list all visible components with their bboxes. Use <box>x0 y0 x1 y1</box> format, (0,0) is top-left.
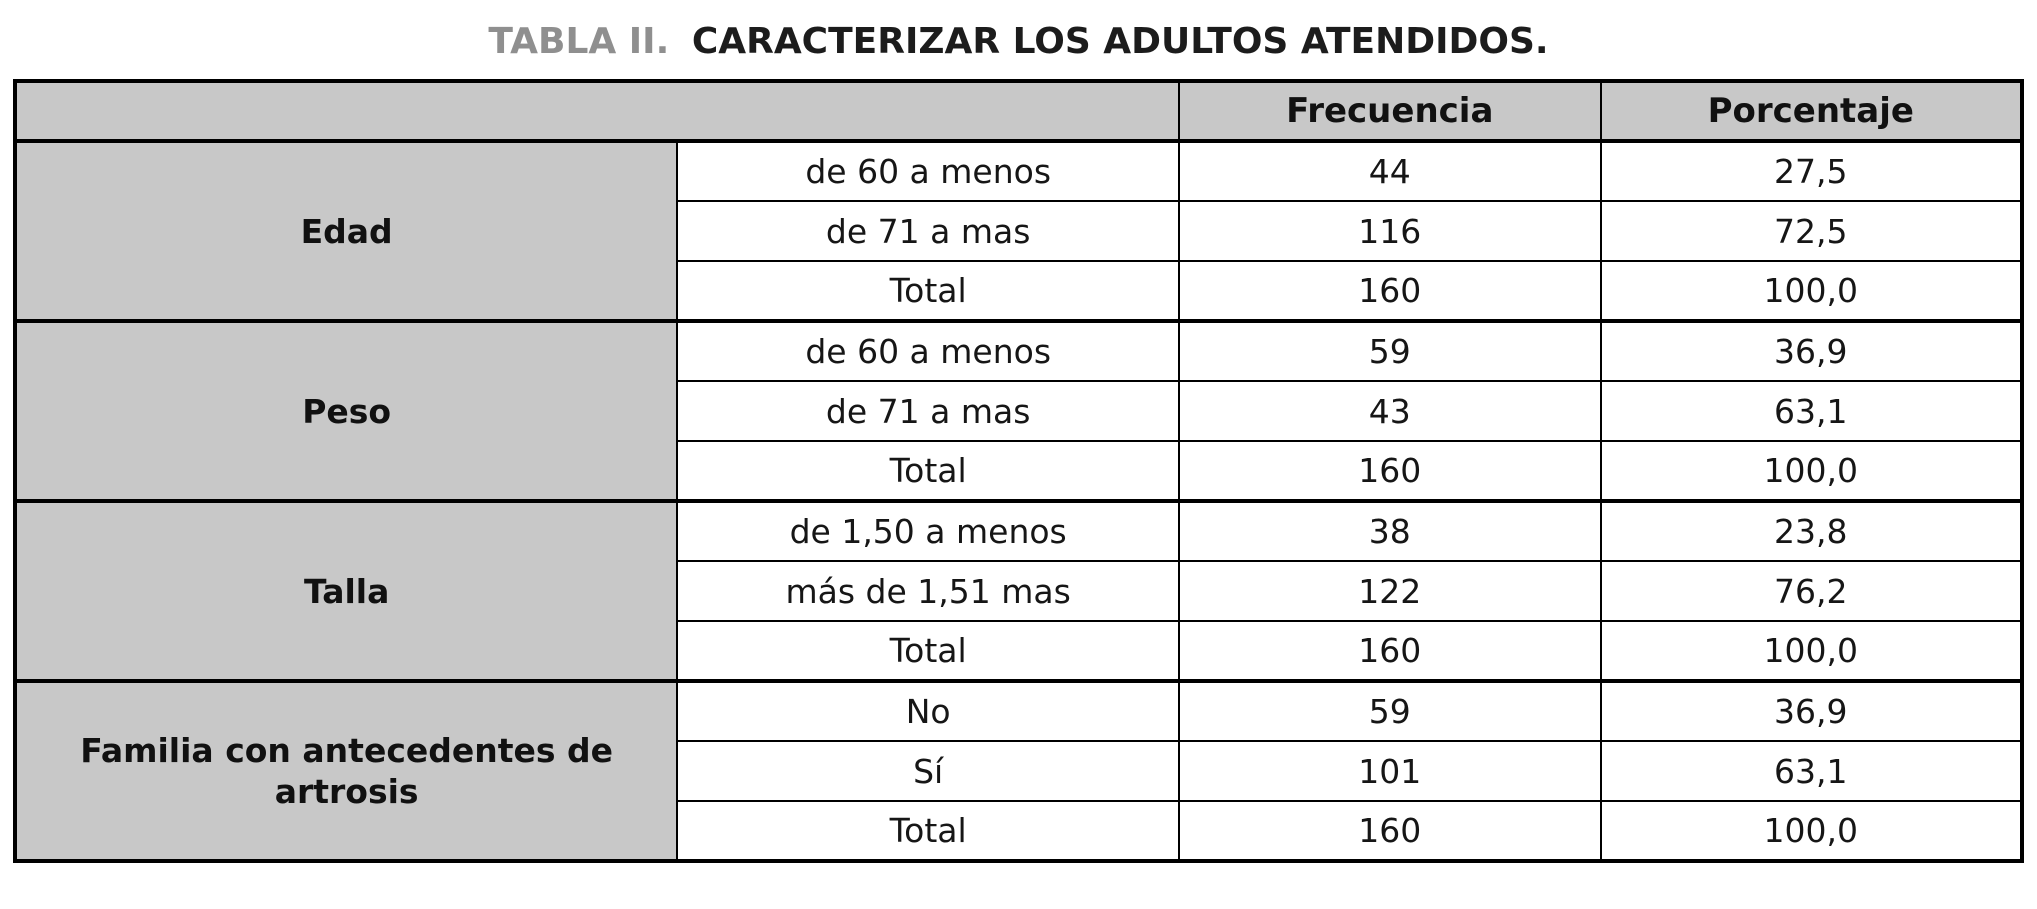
table-row: Edad de 60 a menos 44 27,5 <box>13 139 2024 323</box>
porcentaje-cell: 100,0 <box>1599 440 2024 503</box>
row-label-cell: de 71 a mas <box>676 380 1181 443</box>
porcentaje-cell: 63,1 <box>1599 740 2024 803</box>
frecuencia-cell: 160 <box>1178 440 1602 503</box>
porcentaje-cell: 100,0 <box>1599 260 2024 323</box>
header-frecuencia: Frecuencia <box>1178 80 1602 144</box>
row-label-cell: Sí <box>676 740 1181 803</box>
row-label-cell: de 60 a menos <box>676 139 1181 203</box>
row-label-cell: Total <box>676 440 1181 503</box>
table-row: más de 1,51 mas 122 76,2 <box>15 560 2024 623</box>
table-row: Total 160 100,0 <box>15 260 2024 323</box>
table-row: Total 160 100,0 <box>15 800 2024 863</box>
row-label-cell: Total <box>676 800 1181 863</box>
frecuencia-cell: 116 <box>1178 200 1602 263</box>
table-caption-number: TABLA II. <box>488 21 670 62</box>
table-row: Total 160 100,0 <box>15 440 2024 503</box>
table-row: Peso de 60 a menos 59 36,9 <box>13 319 2024 503</box>
frecuencia-cell: 160 <box>1178 620 1602 683</box>
porcentaje-cell: 36,9 <box>1599 679 2024 743</box>
porcentaje-cell: 100,0 <box>1599 800 2024 863</box>
row-label-cell: de 1,50 a menos <box>676 499 1181 563</box>
category-cell-talla: Talla <box>13 499 679 683</box>
category-cell-edad: Edad <box>13 139 679 323</box>
porcentaje-cell: 76,2 <box>1599 560 2024 623</box>
table-row: Talla de 1,50 a menos 38 23,8 <box>13 499 2024 683</box>
row-label-cell: más de 1,51 mas <box>676 560 1181 623</box>
frecuencia-cell: 160 <box>1178 800 1602 863</box>
table-row: de 71 a mas 116 72,5 <box>15 200 2024 263</box>
frecuencia-cell: 43 <box>1178 380 1602 443</box>
porcentaje-cell: 72,5 <box>1599 200 2024 263</box>
porcentaje-cell: 36,9 <box>1599 319 2024 383</box>
category-cell-familia: Familia con antecedentes de artrosis <box>13 679 679 863</box>
frecuencia-cell: 160 <box>1178 260 1602 323</box>
table-caption-text: CARACTERIZAR LOS ADULTOS ATENDIDOS. <box>691 21 1549 62</box>
table-row: Total 160 100,0 <box>15 620 2024 683</box>
header-empty-cell <box>13 80 1181 144</box>
header-porcentaje: Porcentaje <box>1599 80 2024 144</box>
row-label-cell: de 71 a mas <box>676 200 1181 263</box>
table-row: de 71 a mas 43 63,1 <box>15 380 2024 443</box>
row-label-cell: Total <box>676 620 1181 683</box>
table-row: Familia con antecedentes de artrosis No … <box>13 679 2024 863</box>
frecuencia-cell: 38 <box>1178 499 1602 563</box>
data-table: Frecuencia Porcentaje Edad de 60 a menos… <box>13 79 2024 864</box>
row-label-cell: Total <box>676 260 1181 323</box>
category-cell-peso: Peso <box>13 319 679 503</box>
table-header-row: Frecuencia Porcentaje <box>13 80 2024 144</box>
porcentaje-cell: 27,5 <box>1599 139 2024 203</box>
frecuencia-cell: 44 <box>1178 139 1602 203</box>
page: TABLA II. CARACTERIZAR LOS ADULTOS ATEND… <box>13 12 2024 864</box>
porcentaje-cell: 23,8 <box>1599 499 2024 563</box>
frecuencia-cell: 101 <box>1178 740 1602 803</box>
porcentaje-cell: 100,0 <box>1599 620 2024 683</box>
row-label-cell: No <box>676 679 1181 743</box>
frecuencia-cell: 59 <box>1178 679 1602 743</box>
row-label-cell: de 60 a menos <box>676 319 1181 383</box>
table-row: Sí 101 63,1 <box>15 740 2024 803</box>
porcentaje-cell: 63,1 <box>1599 380 2024 443</box>
table-caption: TABLA II. CARACTERIZAR LOS ADULTOS ATEND… <box>13 12 2024 79</box>
frecuencia-cell: 122 <box>1178 560 1602 623</box>
frecuencia-cell: 59 <box>1178 319 1602 383</box>
